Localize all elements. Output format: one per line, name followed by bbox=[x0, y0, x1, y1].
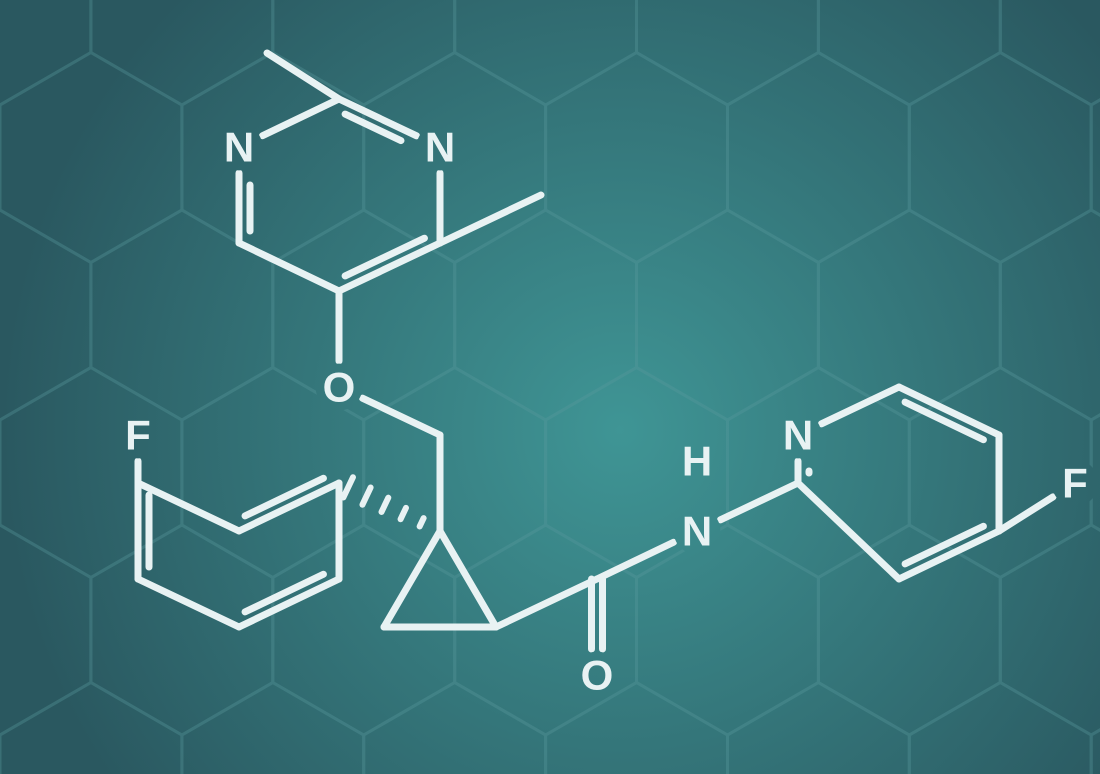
atom-label-F: F bbox=[1062, 460, 1088, 507]
atom-label-O: O bbox=[581, 652, 614, 699]
atom-label-N: N bbox=[425, 124, 455, 171]
atom-label-F: F bbox=[125, 412, 151, 459]
molecule-svg: NNOFOHNNF bbox=[0, 0, 1100, 774]
atom-label-N: N bbox=[682, 508, 712, 555]
molecule-diagram: NNOFOHNNF bbox=[0, 0, 1100, 774]
atom-label-O: O bbox=[323, 364, 356, 411]
atom-label-H: H bbox=[682, 438, 712, 485]
atom-label-N: N bbox=[224, 124, 254, 171]
atom-label-N: N bbox=[783, 412, 813, 459]
